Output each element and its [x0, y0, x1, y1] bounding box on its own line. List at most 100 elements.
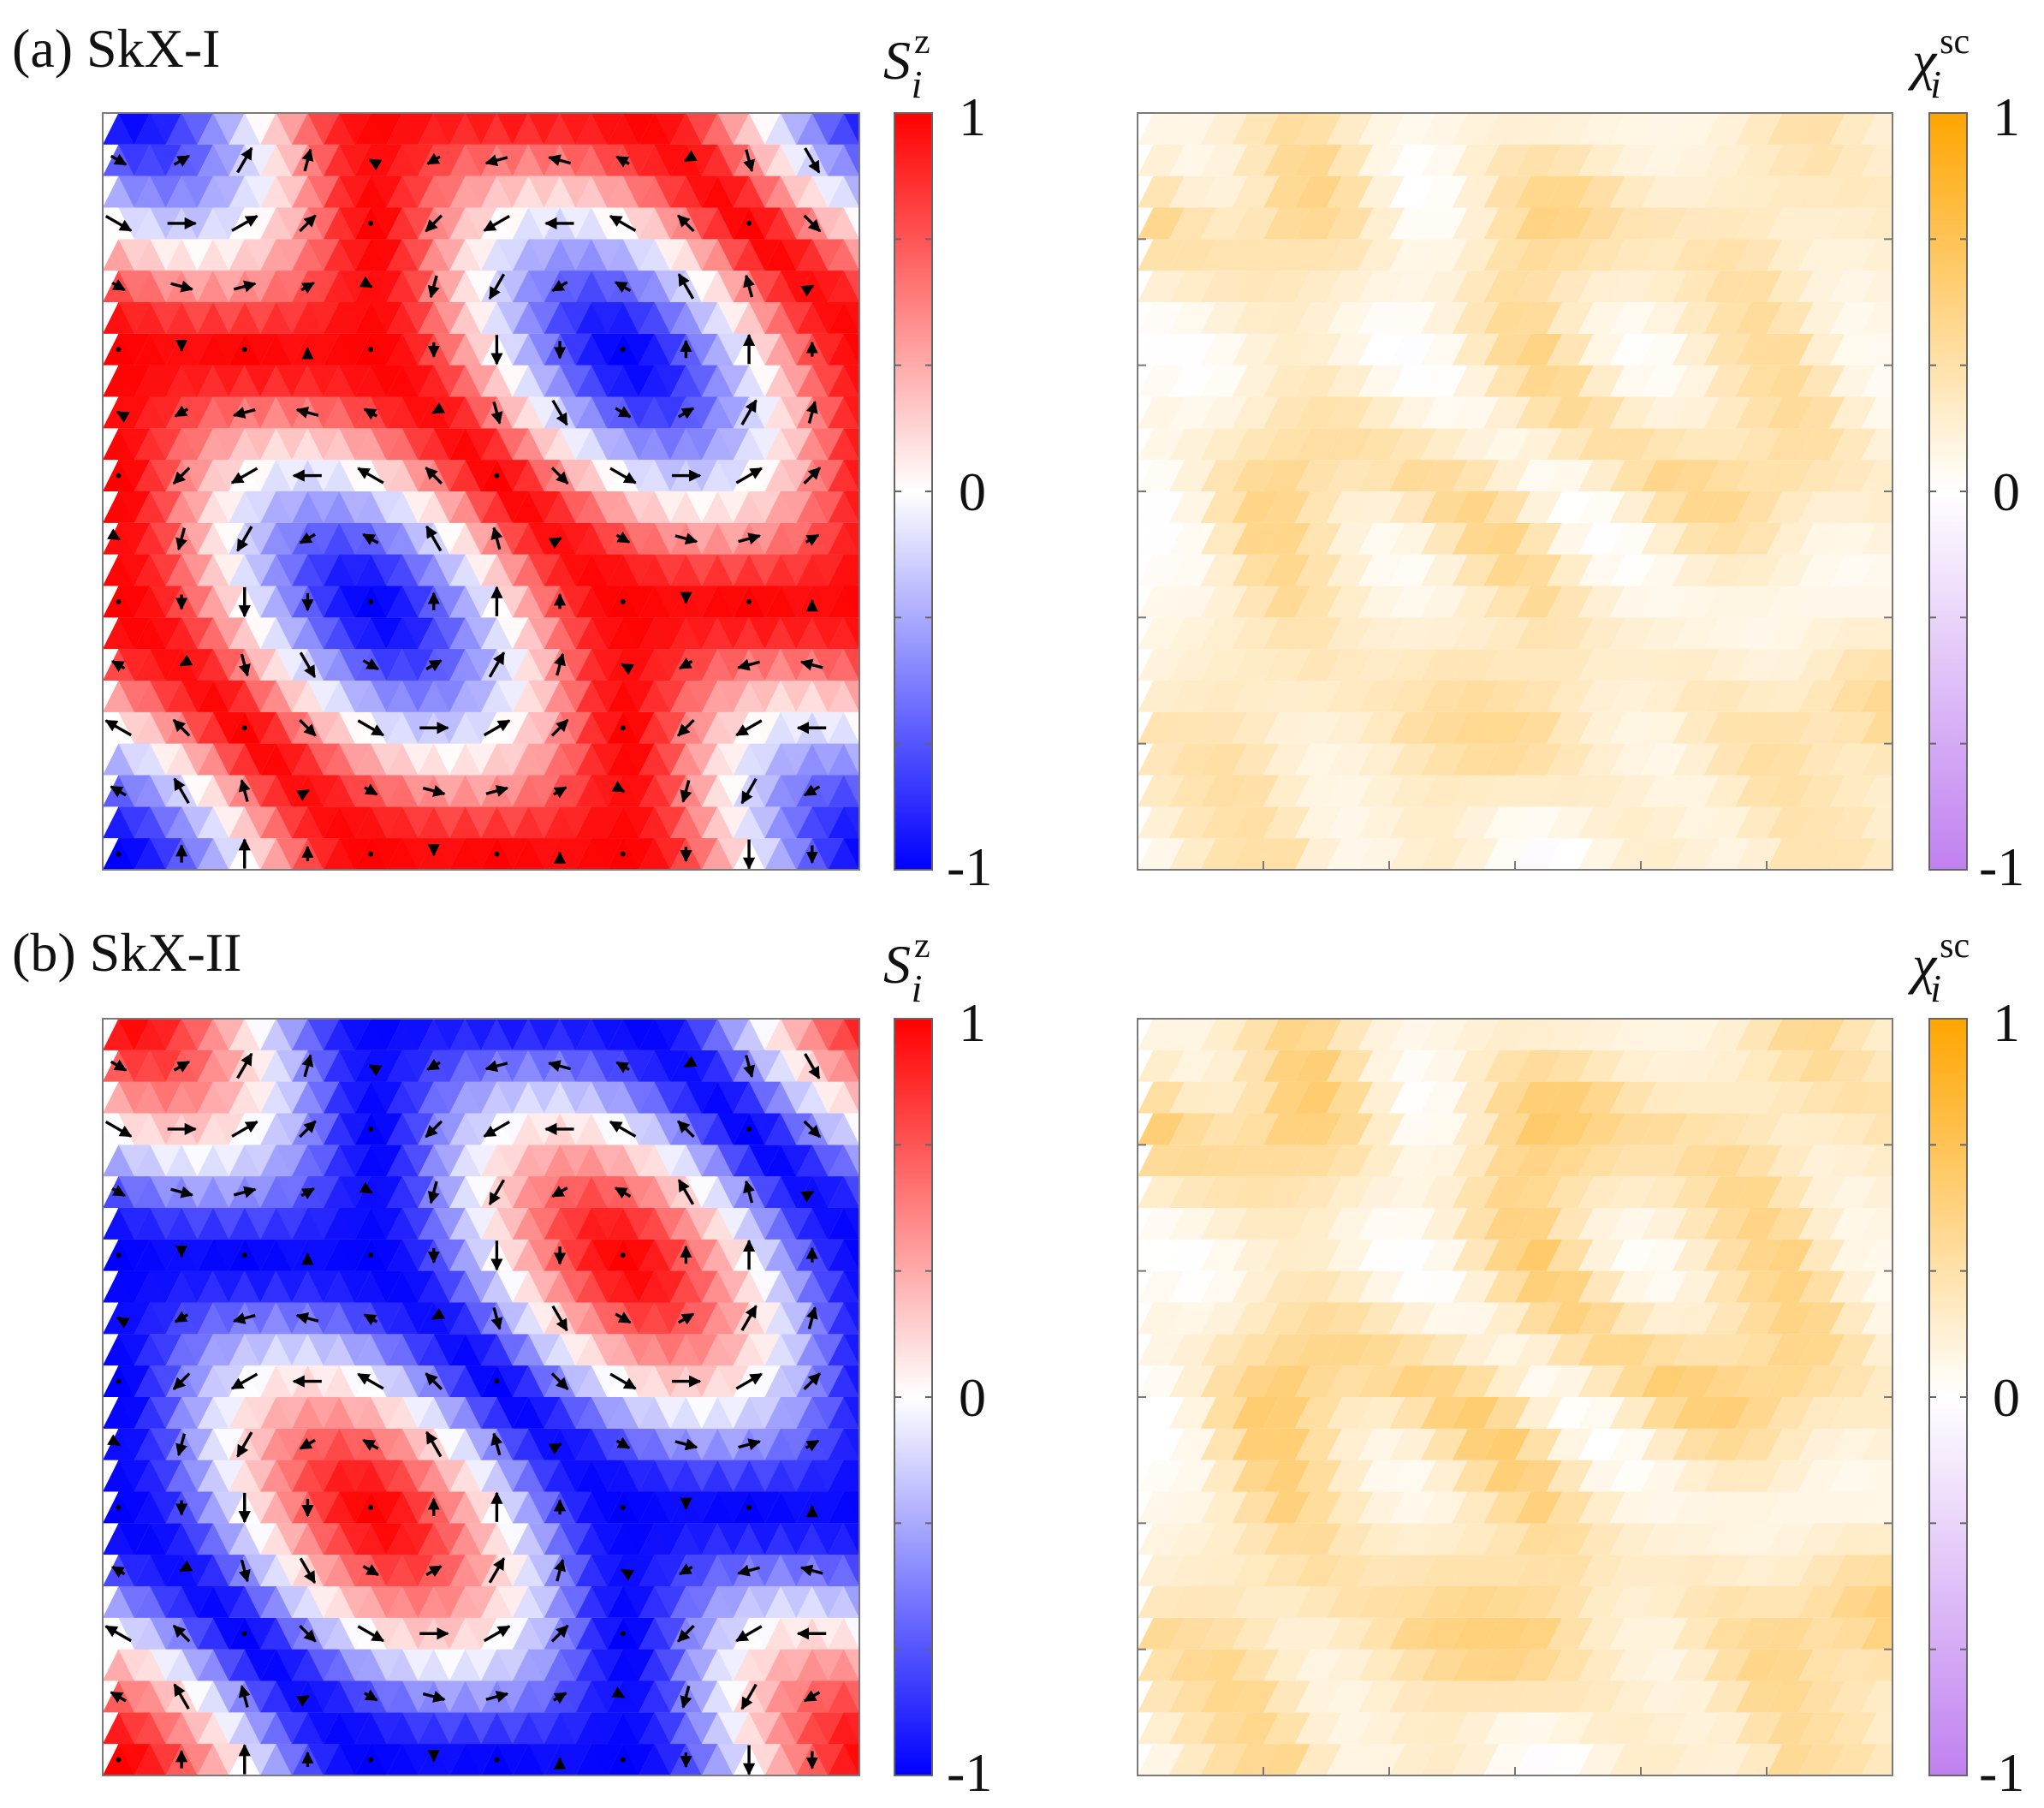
chi-cell: [1138, 1302, 1185, 1335]
chi-cell: [1609, 113, 1657, 145]
spin-cell: [843, 649, 859, 681]
spin-cell: [654, 1081, 686, 1114]
spin-cell: [496, 1555, 529, 1586]
chi-cell: [1735, 302, 1783, 334]
spin-cell: [371, 522, 402, 555]
spin-cell: [307, 428, 340, 461]
spin-cell: [654, 239, 686, 271]
spin-cell: [371, 1208, 402, 1240]
spin-cell: [118, 1460, 151, 1492]
chi-cell: [1358, 428, 1405, 461]
chi-cell: [1703, 144, 1751, 176]
spin-cell: [654, 1555, 686, 1586]
spin-cell: [622, 271, 655, 302]
spin-cell: [780, 1586, 812, 1618]
chi-cell: [1294, 1555, 1342, 1586]
spin-cell: [339, 1460, 371, 1492]
chi-cell: [1138, 428, 1185, 461]
spin-cell: [528, 1334, 561, 1366]
spin-colorbar-a-label: Sz i: [883, 22, 930, 106]
spin-cell: [181, 1428, 213, 1460]
chi-cell: [1515, 1680, 1563, 1713]
chi-cell: [1735, 1460, 1783, 1492]
chi-cell: [1735, 1555, 1783, 1586]
chi-cell: [1861, 396, 1892, 429]
panel-a: (a) SkX-I Sz i 1 0 -1 χsc i 1 0 -1: [12, 18, 2024, 897]
spin-arrow: [609, 1372, 637, 1390]
chi-cell: [1672, 1365, 1720, 1397]
chi-cell: [1200, 554, 1248, 586]
chi-cell: [1703, 1145, 1751, 1177]
chi-cell: [1263, 1113, 1311, 1145]
spin-cell: [118, 1555, 151, 1586]
spin-cell: [749, 681, 781, 712]
chi-cell: [1703, 1649, 1751, 1681]
spin-cell: [150, 1428, 182, 1460]
spin-cell: [433, 207, 466, 240]
chi-cell: [1829, 1555, 1877, 1586]
chi-cell: [1797, 207, 1845, 240]
chi-cell: [1861, 681, 1892, 712]
chi-cell: [1641, 1019, 1689, 1050]
chi-cell: [1861, 175, 1892, 208]
spin-cell: [244, 1428, 276, 1460]
spin-cell: [150, 1744, 182, 1775]
spin-cell: [339, 838, 371, 870]
chi-cell: [1797, 1334, 1845, 1366]
spin-cell: [307, 1145, 340, 1177]
spin-cell: [244, 775, 276, 807]
chi-cell: [1703, 586, 1751, 618]
spin-cell: [371, 1365, 402, 1397]
chi-cell: [1200, 1680, 1248, 1713]
chi-cell: [1578, 1208, 1625, 1240]
chi-cell: [1452, 554, 1500, 586]
chi-cell: [1483, 1208, 1531, 1240]
spin-cell: [560, 396, 591, 429]
spin-cell: [686, 1617, 718, 1650]
spin-cell: [465, 1208, 497, 1240]
spin-arrow: [485, 1690, 509, 1703]
chi-cell: [1232, 1460, 1280, 1492]
spin-cell: [371, 113, 402, 145]
spin-cell: [118, 491, 151, 523]
spin-cell: [496, 1649, 529, 1681]
spin-cell: [371, 1145, 402, 1177]
spin-cell: [843, 681, 859, 712]
chi-cell: [1358, 1365, 1405, 1397]
chi-cell: [1861, 333, 1892, 366]
spin-cell: [560, 460, 591, 491]
spin-cell: [717, 1081, 750, 1114]
chi-cell: [1797, 1270, 1845, 1303]
chi-cell: [1703, 1302, 1751, 1335]
chi-cell: [1358, 1491, 1405, 1524]
spin-cell: [276, 207, 308, 240]
chi-cell: [1452, 1239, 1500, 1271]
spin-cell: [591, 333, 623, 366]
chi-cell: [1326, 1491, 1374, 1524]
spin-cell: [401, 1208, 434, 1240]
chi-cell: [1294, 617, 1342, 650]
spin-cell: [244, 1397, 276, 1429]
spin-cell: [496, 1586, 529, 1618]
spin-cell: [780, 743, 812, 776]
spin-cell: [371, 1302, 402, 1335]
spin-arrow: [803, 214, 822, 233]
chi-cell: [1641, 239, 1689, 271]
chi-cell: [1452, 806, 1500, 839]
spin-cell: [276, 1208, 308, 1240]
spin-arrow: [677, 718, 695, 737]
spin-cell: [591, 1176, 623, 1208]
spin-cell: [780, 554, 812, 586]
spin-cell: [181, 681, 213, 712]
spin-cell: [749, 175, 781, 208]
spin-cell: [686, 617, 718, 650]
chi-cell: [1578, 838, 1625, 870]
spin-cell: [780, 1208, 812, 1240]
spin-cell: [339, 1712, 371, 1745]
spin-cell: [496, 1145, 529, 1177]
spin-cell: [843, 175, 859, 208]
spin-cell: [433, 1176, 466, 1208]
spin-cell: [433, 1334, 466, 1366]
chi-cell: [1578, 1744, 1625, 1775]
spin-arrow: [241, 725, 247, 731]
